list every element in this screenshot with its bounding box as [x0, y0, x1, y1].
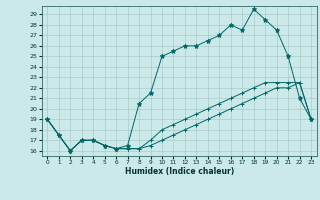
X-axis label: Humidex (Indice chaleur): Humidex (Indice chaleur) — [124, 167, 234, 176]
